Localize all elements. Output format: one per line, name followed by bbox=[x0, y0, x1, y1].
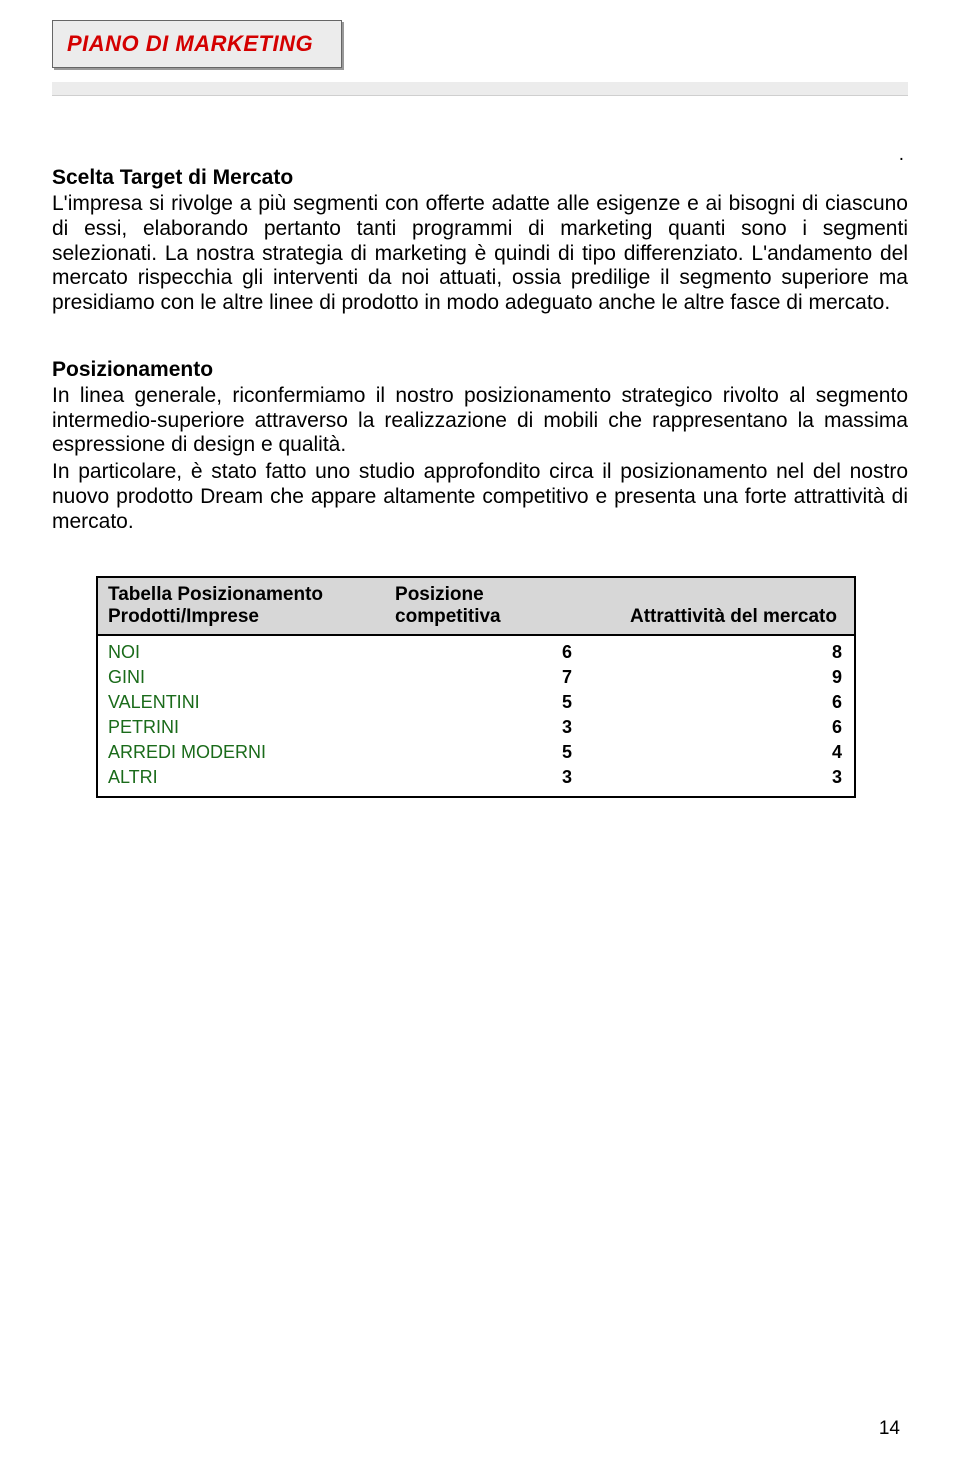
section1-heading: Scelta Target di Mercato bbox=[52, 166, 908, 190]
table-body: NOI 6 8 GINI 7 9 VALENTINI 5 6 PETRINI 3… bbox=[97, 635, 855, 797]
table-row: NOI 6 8 bbox=[97, 635, 855, 665]
table-header-attractiveness: Attrattività del mercato bbox=[620, 577, 855, 635]
table-row: VALENTINI 5 6 bbox=[97, 690, 855, 715]
table-row: GINI 7 9 bbox=[97, 665, 855, 690]
section2-paragraph2: In particolare, è stato fatto uno studio… bbox=[52, 460, 908, 534]
table-cell-company: ALTRI bbox=[97, 765, 385, 797]
table-cell-attr: 3 bbox=[620, 765, 855, 797]
table-cell-pos: 3 bbox=[385, 715, 620, 740]
table-header-row: Tabella Posizionamento Prodotti/Imprese … bbox=[97, 577, 855, 635]
positioning-table-container: Tabella Posizionamento Prodotti/Imprese … bbox=[96, 576, 856, 798]
table-cell-company: GINI bbox=[97, 665, 385, 690]
th-b-line1: Posizione bbox=[395, 584, 484, 605]
header-title-box: PIANO DI MARKETING bbox=[52, 20, 342, 68]
positioning-table: Tabella Posizionamento Prodotti/Imprese … bbox=[96, 576, 856, 798]
table-cell-attr: 9 bbox=[620, 665, 855, 690]
table-cell-pos: 7 bbox=[385, 665, 620, 690]
table-cell-attr: 8 bbox=[620, 635, 855, 665]
table-row: ARREDI MODERNI 5 4 bbox=[97, 740, 855, 765]
table-cell-pos: 5 bbox=[385, 740, 620, 765]
th-b-line2: competitiva bbox=[395, 606, 501, 627]
page-number: 14 bbox=[879, 1418, 900, 1440]
section1-paragraph: L'impresa si rivolge a più segmenti con … bbox=[52, 192, 908, 316]
trailing-dot: . bbox=[52, 144, 908, 166]
th-c-line: Attrattività del mercato bbox=[630, 606, 837, 627]
table-cell-company: VALENTINI bbox=[97, 690, 385, 715]
header-title: PIANO DI MARKETING bbox=[67, 31, 313, 56]
table-row: ALTRI 3 3 bbox=[97, 765, 855, 797]
table-row: PETRINI 3 6 bbox=[97, 715, 855, 740]
table-cell-company: PETRINI bbox=[97, 715, 385, 740]
th-a-line1: Tabella Posizionamento bbox=[108, 584, 323, 605]
table-cell-pos: 5 bbox=[385, 690, 620, 715]
section2-paragraph1: In linea generale, riconfermiamo il nost… bbox=[52, 384, 908, 458]
table-cell-attr: 6 bbox=[620, 715, 855, 740]
table-header-position: Posizione competitiva bbox=[385, 577, 620, 635]
th-a-line2: Prodotti/Imprese bbox=[108, 606, 259, 627]
table-cell-attr: 6 bbox=[620, 690, 855, 715]
table-cell-pos: 3 bbox=[385, 765, 620, 797]
table-cell-company: NOI bbox=[97, 635, 385, 665]
section-scelta-target: Scelta Target di Mercato L'impresa si ri… bbox=[52, 166, 908, 316]
table-header-products: Tabella Posizionamento Prodotti/Imprese bbox=[97, 577, 385, 635]
table-cell-pos: 6 bbox=[385, 635, 620, 665]
section2-heading: Posizionamento bbox=[52, 358, 908, 382]
table-cell-company: ARREDI MODERNI bbox=[97, 740, 385, 765]
section-posizionamento: Posizionamento In linea generale, riconf… bbox=[52, 358, 908, 535]
table-cell-attr: 4 bbox=[620, 740, 855, 765]
header-underline bbox=[52, 82, 908, 96]
